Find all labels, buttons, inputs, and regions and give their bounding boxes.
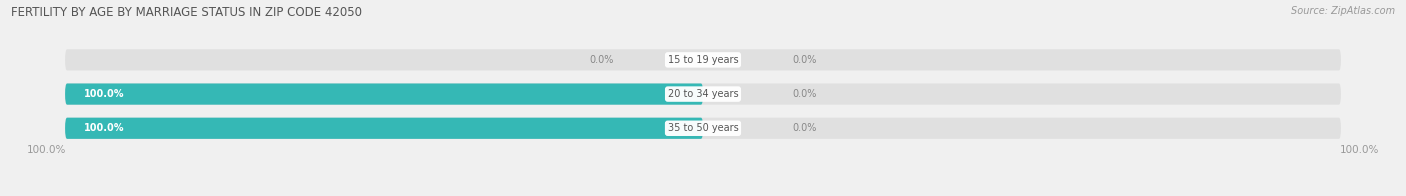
Text: 100.0%: 100.0% — [84, 123, 125, 133]
Text: 15 to 19 years: 15 to 19 years — [668, 55, 738, 65]
Text: 20 to 34 years: 20 to 34 years — [668, 89, 738, 99]
Text: FERTILITY BY AGE BY MARRIAGE STATUS IN ZIP CODE 42050: FERTILITY BY AGE BY MARRIAGE STATUS IN Z… — [11, 6, 363, 19]
Text: 0.0%: 0.0% — [589, 55, 613, 65]
Text: 100.0%: 100.0% — [84, 89, 125, 99]
Text: 0.0%: 0.0% — [793, 123, 817, 133]
FancyBboxPatch shape — [65, 49, 1341, 71]
FancyBboxPatch shape — [65, 83, 703, 105]
Text: 100.0%: 100.0% — [27, 145, 66, 155]
Text: 0.0%: 0.0% — [793, 89, 817, 99]
FancyBboxPatch shape — [65, 83, 1341, 105]
Text: Source: ZipAtlas.com: Source: ZipAtlas.com — [1291, 6, 1395, 16]
Legend: Married, Unmarried: Married, Unmarried — [634, 194, 772, 196]
Text: 35 to 50 years: 35 to 50 years — [668, 123, 738, 133]
FancyBboxPatch shape — [65, 118, 1341, 139]
Text: 0.0%: 0.0% — [793, 55, 817, 65]
FancyBboxPatch shape — [65, 118, 703, 139]
Text: 100.0%: 100.0% — [1340, 145, 1379, 155]
